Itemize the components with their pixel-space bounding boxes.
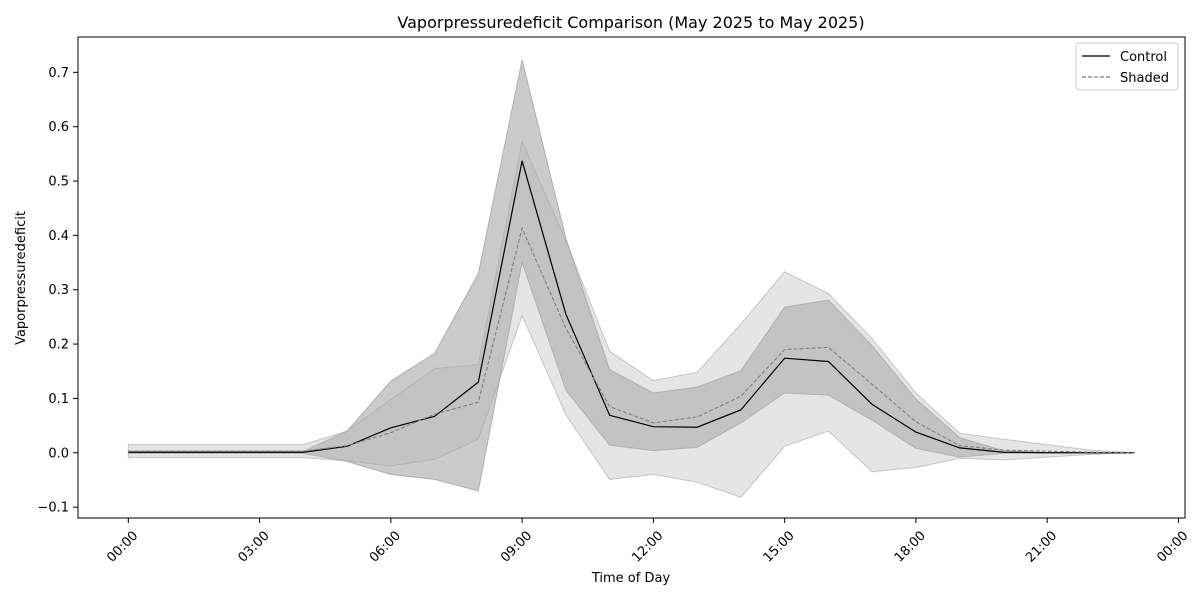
legend-label-shaded: Shaded [1120,71,1169,86]
legend-frame [1075,42,1179,91]
y-tick-label: 0.5 [48,175,69,190]
band-shaded [127,139,1135,498]
y-tick-label: 0.7 [48,66,69,81]
y-tick-label: 0.4 [48,229,69,244]
y-tick-label: 0.0 [48,446,69,461]
y-axis-title: Vaporpressuredeficit [14,211,29,345]
line-shaded [128,226,1135,454]
x-axis-title: Time of Day [591,571,671,586]
legend-label-control: Control [1120,50,1167,65]
lines-layer [128,160,1135,454]
y-tick-label: 0.2 [48,338,69,353]
y-tick-label: −0.1 [37,501,69,516]
plot-frame [77,36,1186,519]
y-tick-label: 0.1 [48,392,69,407]
y-tick-label: 0.6 [48,120,69,135]
y-tick-label: 0.3 [48,283,69,298]
chart-title: Vaporpressuredeficit Comparison (May 202… [397,13,864,32]
line-control [128,160,1135,454]
legend: Control Shaded [1075,42,1179,91]
